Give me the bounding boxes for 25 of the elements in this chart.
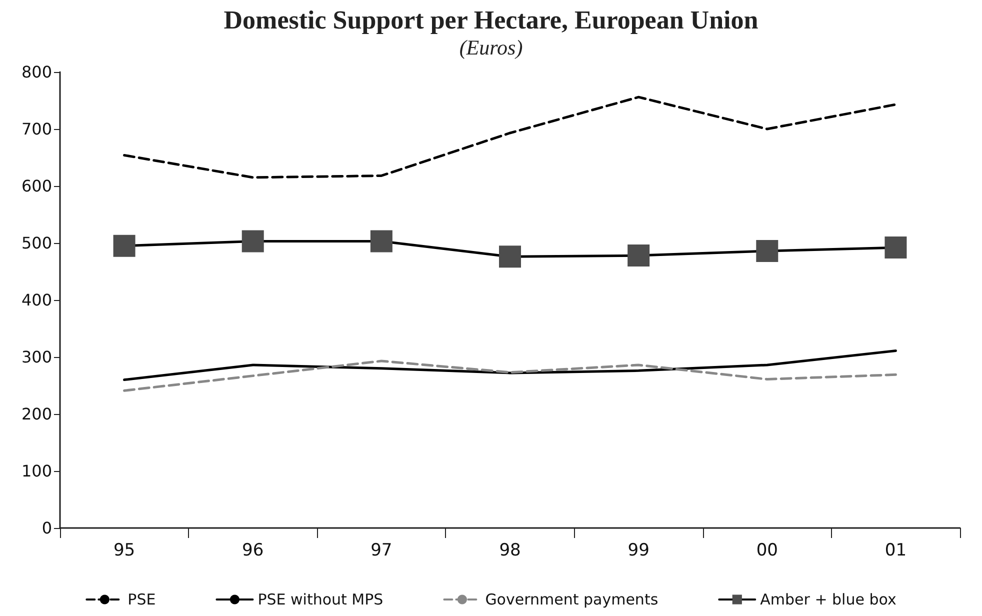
y-tick-label: 600 <box>21 176 52 196</box>
x-tick-label: 00 <box>756 540 778 560</box>
line-series <box>123 349 897 382</box>
line-series <box>123 96 897 179</box>
y-tick-label: 200 <box>21 404 52 424</box>
line-series <box>123 360 897 392</box>
y-tick-label: 300 <box>21 348 52 366</box>
chart-title: Domestic Support per Hectare, European Union <box>224 6 759 34</box>
y-tick-label: 400 <box>21 290 52 310</box>
legend-label: Government payments <box>485 590 658 608</box>
legend-label: PSE without MPS <box>258 590 384 608</box>
y-tick-label: 0 <box>42 518 52 538</box>
chart-subtitle: (Euros) <box>459 36 523 60</box>
legend-label: Amber + blue box <box>760 590 896 608</box>
x-tick-label: 97 <box>370 540 392 560</box>
legend-label: PSE <box>128 590 156 608</box>
x-tick-label: 99 <box>628 540 650 560</box>
y-tick-label: 700 <box>21 120 52 138</box>
x-tick-label: 95 <box>113 540 136 560</box>
x-tick-label: 01 <box>884 540 907 560</box>
y-tick-label: 800 <box>21 62 52 82</box>
y-tick-label: 100 <box>21 462 52 480</box>
y-tick-label: 500 <box>21 234 52 252</box>
x-tick-label: 98 <box>499 540 521 560</box>
x-tick-label: 96 <box>242 540 264 560</box>
